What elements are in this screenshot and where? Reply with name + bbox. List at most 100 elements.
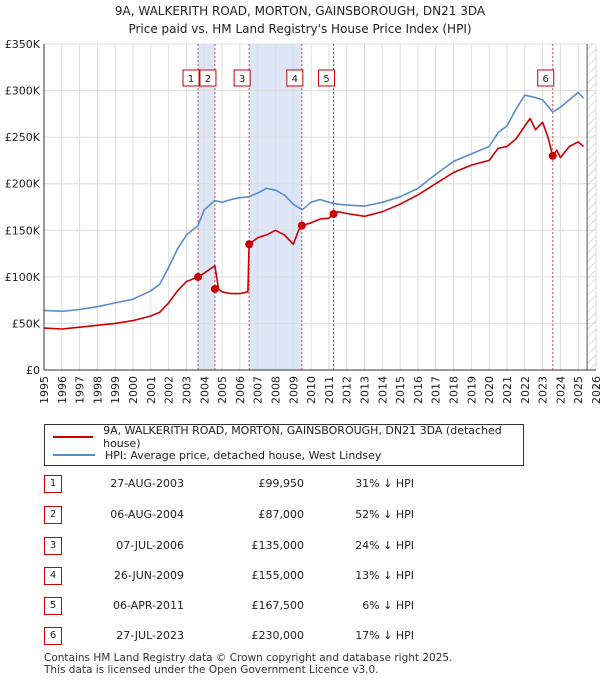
x-tick-label: 2005 [216, 376, 229, 404]
legend-hpi-swatch [53, 454, 95, 456]
y-tick-label: £250K [5, 131, 41, 144]
sale-label-box [537, 69, 555, 87]
transaction-number: 1 [44, 475, 62, 493]
sale-point [329, 209, 338, 218]
legend-property-swatch [53, 436, 94, 438]
x-tick-label: 2023 [537, 376, 550, 404]
transaction-hpi: 24% ↓ HPI [355, 539, 414, 552]
transaction-number: 4 [44, 567, 62, 585]
transaction-hpi: 31% ↓ HPI [355, 477, 414, 490]
transaction-number: 6 [44, 627, 62, 645]
transaction-hpi: 52% ↓ HPI [355, 508, 414, 521]
x-tick-label: 2021 [501, 376, 514, 404]
x-tick-label: 2009 [287, 376, 300, 404]
x-tick-label: 2020 [483, 376, 496, 404]
x-tick-label: 1999 [109, 376, 122, 404]
table-row: 6 27-JUL-2023 £230,000 17% ↓ HPI [44, 627, 544, 649]
legend-property-label: 9A, WALKERITH ROAD, MORTON, GAINSBOROUGH… [103, 424, 502, 450]
x-tick-label: 2025 [572, 376, 585, 404]
transaction-price: £167,500 [251, 599, 305, 612]
x-tick-label: 2017 [430, 376, 443, 404]
x-tick-label: 2016 [412, 376, 425, 404]
x-tick-label: 2010 [305, 376, 318, 404]
table-row: 2 06-AUG-2004 £87,000 52% ↓ HPI [44, 506, 544, 528]
hpi-line [43, 91, 585, 313]
x-tick-label: 2000 [127, 376, 140, 404]
transaction-price: £99,950 [258, 477, 305, 490]
table-row: 3 07-JUL-2006 £135,000 24% ↓ HPI [44, 537, 544, 559]
sale-label-box [286, 69, 304, 87]
y-tick-label: £350K [5, 38, 41, 51]
x-tick-label: 2019 [465, 376, 478, 404]
transaction-date: 26-JUN-2009 [113, 569, 184, 582]
transaction-price: £87,000 [258, 508, 305, 521]
transaction-date: 07-JUL-2006 [116, 539, 184, 552]
ownership-span [333, 44, 335, 370]
sale-label: 5 [323, 74, 329, 85]
sale-point [194, 272, 203, 281]
sale-label-box [182, 69, 200, 87]
chart-title: 9A, WALKERITH ROAD, MORTON, GAINSBOROUGH… [114, 4, 486, 18]
x-tick-label: 2006 [234, 376, 247, 404]
sale-label: 4 [292, 74, 298, 85]
y-tick-label: £100K [5, 271, 41, 284]
plot-background [44, 44, 596, 370]
sale-label-box [233, 69, 251, 87]
x-tick-label: 2014 [376, 376, 389, 404]
y-tick-label: £50K [12, 317, 41, 330]
y-tick-label: £0 [26, 364, 40, 377]
sale-point [210, 284, 219, 293]
x-tick-label: 2002 [163, 376, 176, 404]
x-tick-label: 2018 [448, 376, 461, 404]
table-row: 5 06-APR-2011 £167,500 6% ↓ HPI [44, 597, 544, 619]
price-chart: 1 2 3 4 5 6 £0 £50K £100K £150K £200K £250K £300K £35… [5, 38, 600, 404]
transaction-date: 06-APR-2011 [112, 599, 184, 612]
footer-copyright: Contains HM Land Registry data © Crown c… [44, 652, 453, 664]
sale-point [245, 240, 254, 249]
x-tick-label: 1997 [74, 376, 87, 404]
x-tick-label: 2022 [519, 376, 532, 404]
transaction-number: 2 [44, 506, 62, 524]
sale-label: 2 [205, 74, 211, 85]
transaction-date: 06-AUG-2004 [110, 508, 184, 521]
x-tick-label: 2008 [269, 376, 282, 404]
y-tick-label: £300K [5, 85, 41, 98]
x-tick-label: 2011 [323, 376, 336, 404]
x-tick-label: 2024 [554, 376, 567, 404]
sale-label: 3 [239, 74, 245, 85]
x-tick-label: 2007 [252, 376, 265, 404]
sale-label-box [318, 69, 336, 87]
x-tick-label: 1995 [38, 376, 51, 404]
forecast-hatch [587, 44, 596, 370]
transaction-date: 27-JUL-2023 [116, 629, 184, 642]
x-tick-label: 1996 [56, 376, 69, 404]
transaction-price: £135,000 [251, 539, 305, 552]
legend-hpi: HPI: Average price, detached house, West… [53, 446, 381, 464]
property-price-line [43, 117, 585, 330]
sale-label-box [199, 69, 217, 87]
sale-label: 6 [543, 74, 549, 85]
x-tick-label: 2003 [180, 376, 193, 404]
table-row: 4 26-JUN-2009 £155,000 13% ↓ HPI [44, 567, 544, 589]
sale-point [297, 221, 306, 230]
legend-property: 9A, WALKERITH ROAD, MORTON, GAINSBOROUGH… [53, 424, 523, 450]
x-tick-label: 2026 [590, 376, 600, 404]
x-tick-label: 2004 [198, 376, 211, 404]
chart-subtitle: Price paid vs. HM Land Registry's House … [128, 22, 472, 36]
transaction-hpi: 6% ↓ HPI [362, 599, 414, 612]
sale-label: 1 [188, 74, 194, 85]
transaction-number: 5 [44, 597, 62, 615]
transaction-price: £230,000 [251, 629, 305, 642]
x-tick-label: 2013 [359, 376, 372, 404]
transaction-number: 3 [44, 537, 62, 555]
transaction-price: £155,000 [251, 569, 305, 582]
transaction-date: 27-AUG-2003 [110, 477, 184, 490]
legend: 9A, WALKERITH ROAD, MORTON, GAINSBOROUGH… [44, 424, 524, 466]
x-tick-label: 1998 [91, 376, 104, 404]
table-row: 1 27-AUG-2003 £99,950 31% ↓ HPI [44, 475, 544, 497]
footer-licence: This data is licensed under the Open Gov… [44, 664, 379, 676]
sale-point [548, 151, 557, 160]
legend-hpi-label: HPI: Average price, detached house, West… [105, 448, 382, 462]
transaction-hpi: 17% ↓ HPI [355, 629, 414, 642]
x-tick-label: 2012 [341, 376, 354, 404]
